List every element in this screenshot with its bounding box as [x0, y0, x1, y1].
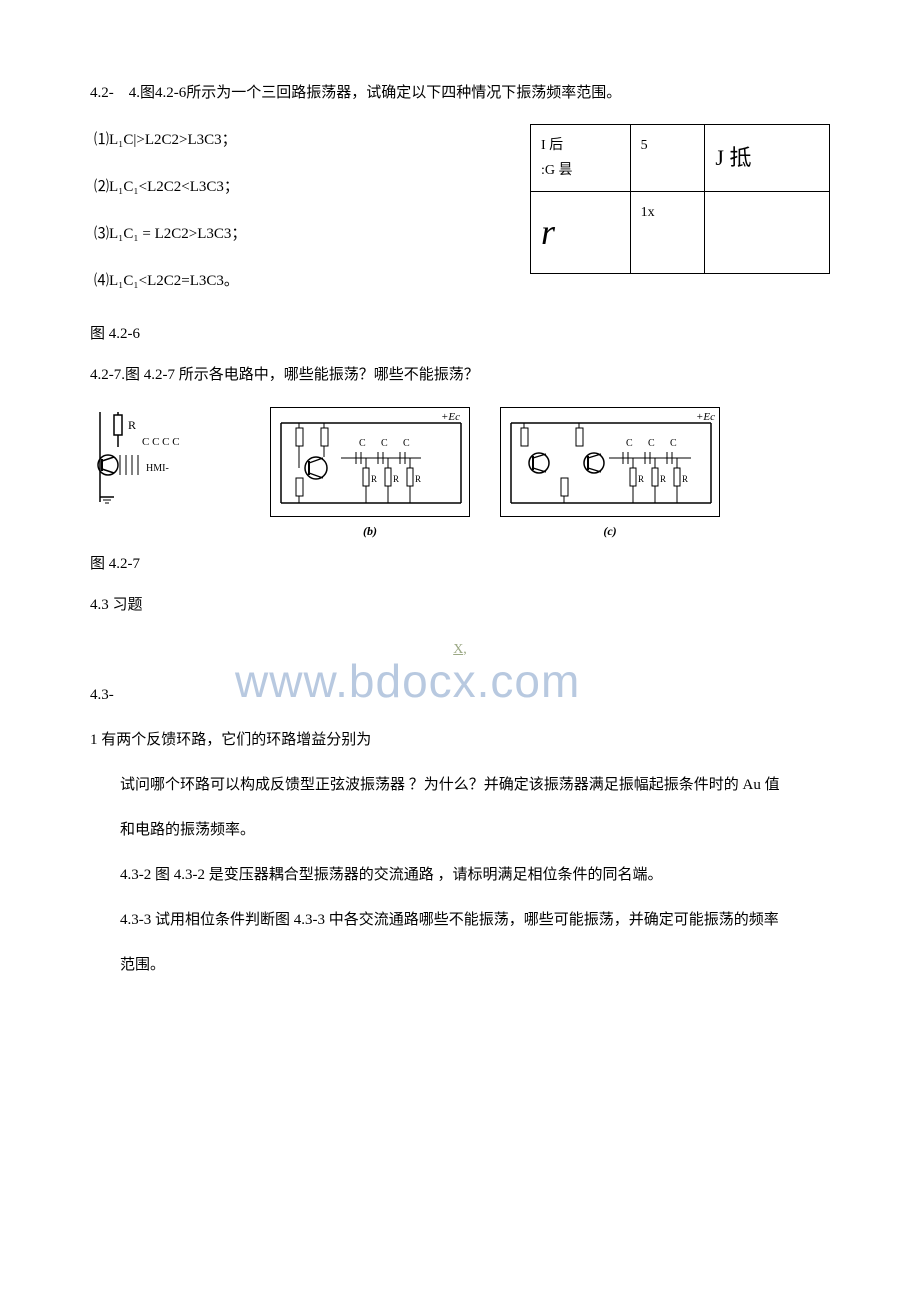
circuit-a-hmi-label: HMI-: [146, 463, 169, 474]
condition-1: ⑴L₁C|>L2C2>L3C3；: [94, 127, 445, 154]
svg-text:R: R: [660, 474, 666, 484]
circuit-a-C-label: C C C C: [142, 436, 180, 448]
svg-text:C: C: [403, 438, 410, 449]
cell-text-b: :G 昙: [541, 163, 573, 178]
problem-4-2-4-title: 4.2- 4.图4.2-6所示为一个三回路振荡器，试确定以下四种情况下振荡频率范…: [90, 80, 830, 107]
r-glyph: r: [541, 212, 555, 252]
condition-3: ⑶L₁C₁ = L2C2>L3C3；: [94, 221, 445, 248]
circuit-b-container: +Ec C C C: [270, 407, 470, 543]
cell-text-a: I 后: [541, 138, 563, 153]
circuit-a: R C C C C HMI-: [90, 407, 240, 507]
fig-4-2-7-label: 图 4.2-7: [90, 551, 830, 578]
svg-text:R: R: [682, 474, 688, 484]
table-cell-r2c3: [705, 192, 830, 274]
j-glyph: J 抵: [715, 145, 751, 170]
problem-4-3-1-line3: 和电路的振荡频率。: [90, 817, 830, 844]
problem-4-3-1-line1: 1 有两个反馈环路，它们的环路增益分别为: [90, 727, 830, 754]
rc-ladder-c: C C C R R R: [609, 438, 691, 503]
table-cell-r1c3: J 抵: [705, 125, 830, 192]
problem-4-3-num: 4.3-: [90, 682, 830, 709]
ec-c-label: +Ec: [696, 411, 715, 423]
table-cell-r2c1: r: [531, 192, 631, 274]
circuit-c-svg: +Ec C C: [501, 408, 721, 518]
svg-text:R: R: [638, 474, 644, 484]
ec-b-label: +Ec: [441, 411, 460, 423]
problem-4-2-7-title: 4.2-7.图 4.2-7 所示各电路中，哪些能振荡？哪些不能振荡？: [90, 362, 830, 389]
section-4-3-title: 4.3 习题: [90, 592, 830, 619]
svg-text:C: C: [670, 438, 677, 449]
svg-text:C: C: [381, 438, 388, 449]
circuit-c: +Ec C C: [500, 407, 720, 517]
diagram-table-4-2-6: I 后 :G 昙 5 J 抵 r 1x: [530, 124, 830, 274]
circuit-b-svg: +Ec C C C: [271, 408, 471, 518]
circuit-b: +Ec C C C: [270, 407, 470, 517]
svg-text:C: C: [359, 438, 366, 449]
condition-4: ⑷L₁C₁<L2C2=L3C3。: [94, 268, 445, 295]
svg-text:C: C: [626, 438, 633, 449]
problem-4-3-3-tail: 范围。: [90, 952, 830, 979]
table-cell-r1c2: 5: [630, 125, 705, 192]
circuits-row: R C C C C HMI- +Ec: [90, 407, 830, 543]
problem-4-3-2: 4.3-2 图 4.3-2 是变压器耦合型振荡器的交流通路 ，请标明满足相位条件…: [90, 862, 830, 889]
svg-text:C: C: [648, 438, 655, 449]
circuit-a-container: R C C C C HMI-: [90, 407, 240, 507]
fig-4-2-6-label: 图 4.2-6: [90, 321, 830, 348]
rc-ladder-b: C C C R R R: [341, 438, 421, 503]
conditions-list: ⑴L₁C|>L2C2>L3C3； ⑵L₁C₁<L2C2<L3C3； ⑶L₁C₁ …: [90, 127, 445, 315]
circuit-c-label: (c): [500, 521, 720, 543]
problem-4-3-3: 4.3-3 试用相位条件判断图 4.3-3 中各交流通路哪些不能振荡，哪些可能振…: [90, 907, 830, 934]
table-cell-r1c1: I 后 :G 昙: [531, 125, 631, 192]
circuit-b-label: (b): [270, 521, 470, 543]
circuit-c-container: +Ec C C: [500, 407, 720, 543]
condition-2: ⑵L₁C₁<L2C2<L3C3；: [94, 174, 445, 201]
problem-4-3-1-line2: 试问哪个环路可以构成反馈型正弦波振荡器 ？为什么？并确定该振荡器满足振幅起振条件…: [90, 772, 830, 799]
circuit-a-R-label: R: [128, 418, 136, 432]
svg-text:R: R: [415, 474, 421, 484]
problem-4-2-4-section: 4.2- 4.图4.2-6所示为一个三回路振荡器，试确定以下四种情况下振荡频率范…: [90, 80, 830, 315]
svg-text:R: R: [371, 474, 377, 484]
center-mark: X,: [90, 637, 830, 662]
svg-text:R: R: [393, 474, 399, 484]
table-cell-r2c2: 1x: [630, 192, 705, 274]
circuit-a-svg: R C C C C HMI-: [90, 407, 240, 507]
